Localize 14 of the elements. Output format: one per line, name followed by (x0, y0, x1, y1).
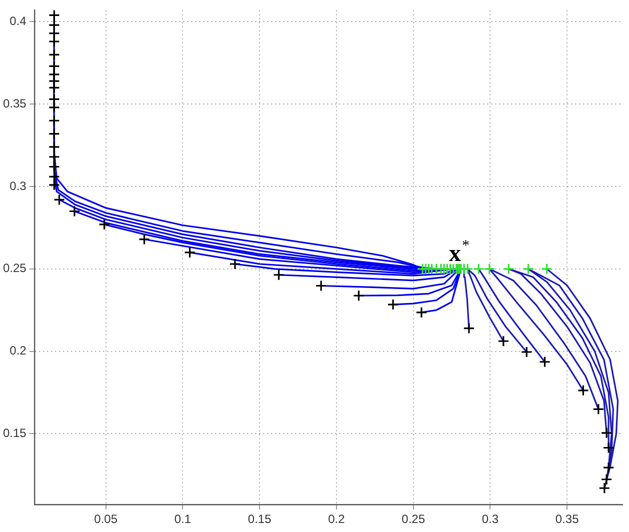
x-tick-label: 0.2 (328, 512, 346, 526)
annotation: x* (448, 238, 470, 267)
y-tick-label: 0.2 (10, 344, 27, 358)
x-tick-label: 0.35 (555, 512, 580, 526)
x-tick-label: 0.3 (482, 512, 499, 526)
x-tick-label: 0.25 (402, 512, 426, 526)
x-tick-label: 0.05 (94, 512, 118, 526)
y-tick-label: 0.3 (10, 178, 27, 193)
x-tick-label: 0.1 (174, 512, 192, 526)
y-tick-label: 0.35 (2, 96, 27, 110)
y-tick-label: 0.4 (10, 14, 27, 28)
y-tick-label: 0.15 (2, 426, 27, 440)
y-tick-label: 0.25 (2, 261, 27, 276)
x-tick-label: 0.15 (248, 512, 272, 526)
